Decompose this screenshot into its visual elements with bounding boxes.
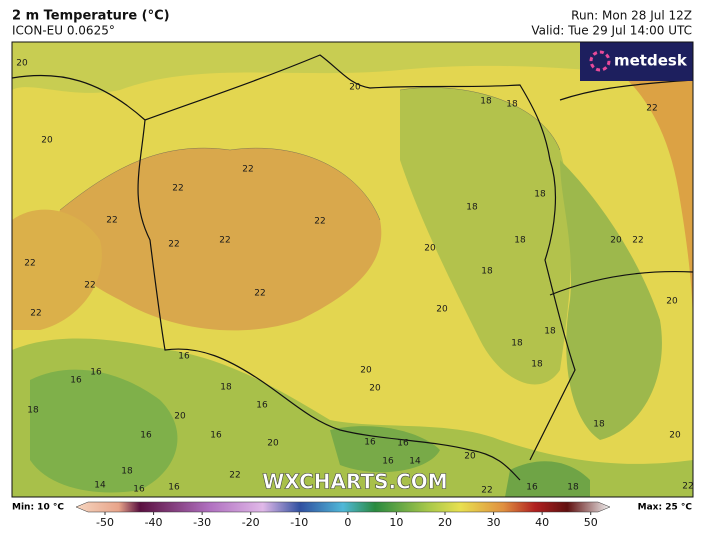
colorbar-ticks: -50 -40 -30 -20 -10 0 10 20 30 40 50 — [96, 512, 598, 529]
colorbar — [75, 501, 611, 513]
title: 2 m Temperature (°C) — [12, 9, 170, 24]
contour-label: 16 — [140, 431, 152, 441]
contour-label: 18 — [593, 420, 605, 430]
contour-label: 22 — [24, 259, 35, 269]
contour-label: 18 — [506, 100, 518, 110]
contour-label: 18 — [511, 339, 523, 349]
contour-label: 18 — [544, 327, 556, 337]
map — [12, 42, 693, 497]
contour-label: 20 — [424, 244, 436, 254]
contour-label: 22 — [219, 236, 230, 246]
contour-label: 22 — [30, 309, 41, 319]
map-frame — [11, 41, 694, 498]
contour-label: 22 — [84, 281, 95, 291]
contour-label: 16 — [168, 483, 180, 493]
contour-label: 20 — [360, 366, 372, 376]
contour-label: 22 — [646, 104, 657, 114]
contour-label: 20 — [369, 384, 381, 394]
contour-label: 14 — [409, 457, 421, 467]
colorbar-tick-label: 40 — [535, 516, 549, 529]
contour-label: 22 — [682, 482, 693, 492]
logo: metdesk — [614, 52, 688, 70]
contour-label: 22 — [254, 289, 265, 299]
contour-label: 16 — [133, 485, 145, 495]
contour-label: 16 — [397, 439, 409, 449]
contour-label: 18 — [534, 190, 546, 200]
contour-label: 22 — [242, 165, 253, 175]
colorbar-tick-label: 50 — [584, 516, 598, 529]
valid: Valid: Tue 29 Jul 14:00 UTC — [531, 24, 692, 38]
contour-label: 18 — [481, 267, 493, 277]
colorbar-tick-label: 30 — [487, 516, 501, 529]
contour-label: 18 — [531, 360, 543, 370]
model: ICON-EU 0.0625° — [12, 24, 115, 38]
contour-label: 20 — [666, 297, 678, 307]
watermark: WXCHARTS.COM — [262, 470, 447, 494]
colorbar-tick-label: -10 — [290, 516, 308, 529]
contour-label: 20 — [464, 452, 476, 462]
logo-icon — [589, 50, 611, 72]
min-label: Min: 10 °C — [12, 503, 64, 513]
colorbar-tick-label: -30 — [193, 516, 211, 529]
contour-label: 22 — [168, 240, 179, 250]
contour-label: 18 — [466, 203, 478, 213]
contour-label: 22 — [632, 236, 643, 246]
colorbar-tick-label: -40 — [145, 516, 163, 529]
contour-label: 16 — [210, 431, 222, 441]
contour-labels: 20 20 18 18 22 20 22 22 18 18 22 22 22 22 18 20 20 22 22 18… — [16, 59, 693, 496]
contour-label: 18 — [220, 383, 232, 393]
contour-label: 16 — [90, 368, 102, 378]
colorbar-tick-label: 20 — [438, 516, 452, 529]
contour-label: 20 — [41, 136, 53, 146]
contour-label: 22 — [106, 216, 117, 226]
contour-label: 20 — [349, 83, 361, 93]
contour-label: 22 — [172, 184, 183, 194]
run: Run: Mon 28 Jul 12Z — [571, 9, 692, 23]
contour-label: 18 — [514, 236, 526, 246]
contour-label: 16 — [526, 483, 538, 493]
contour-label: 16 — [364, 438, 376, 448]
colorbar-tick-label: -50 — [96, 516, 114, 529]
contour-label: 20 — [436, 305, 448, 315]
colorbar-tick-label: -20 — [242, 516, 260, 529]
contour-label: 22 — [229, 471, 240, 481]
contour-label: 18 — [27, 406, 39, 416]
contour-label: 16 — [178, 352, 190, 362]
contour-label: 22 — [314, 217, 325, 227]
contour-label: 16 — [382, 457, 394, 467]
contour-label: 20 — [174, 412, 186, 422]
contour-label: 20 — [610, 236, 622, 246]
contour-label: 20 — [16, 59, 28, 69]
colorbar-tick-label: 10 — [389, 516, 403, 529]
logo-box — [580, 42, 693, 81]
contour-label: 16 — [70, 376, 82, 386]
contour-label: 18 — [121, 467, 133, 477]
contour-label: 18 — [480, 97, 492, 107]
contour-label: 16 — [256, 401, 268, 411]
contour-label: 18 — [567, 483, 579, 493]
contour-label: 14 — [94, 481, 106, 491]
colorbar-tick-label: 0 — [344, 516, 351, 529]
contour-label: 20 — [267, 439, 279, 449]
contour-label: 20 — [669, 431, 681, 441]
max-label: Max: 25 °C — [638, 503, 693, 513]
contour-label: 22 — [481, 486, 492, 496]
